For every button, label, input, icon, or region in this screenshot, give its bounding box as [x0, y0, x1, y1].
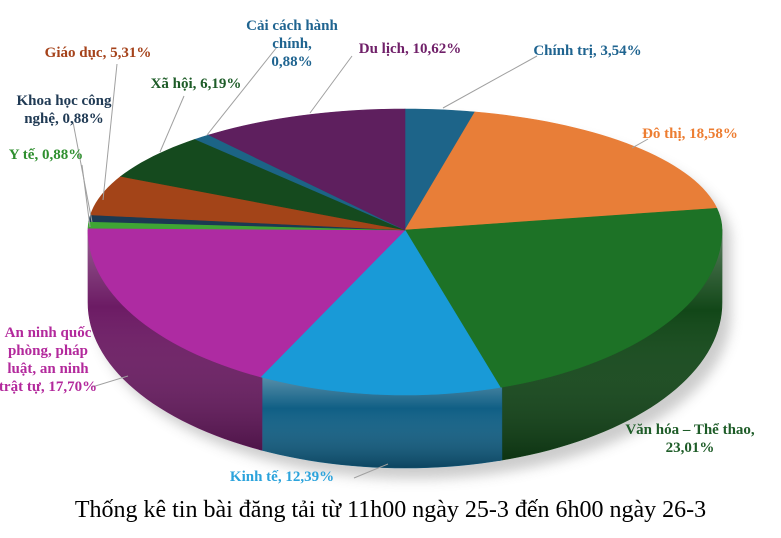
leader-line-an-ninh — [91, 375, 129, 388]
slice-label-do-thi: Đô thị, 18,58% — [642, 126, 738, 142]
leader-line-giao-duc — [102, 63, 118, 201]
slice-label-van-hoa: Văn hóa – Thể thao, 23,01% — [625, 422, 755, 456]
slice-label-khoa-hoc: Khoa học công nghệ, 0,88% — [16, 93, 112, 127]
pie-slice-chinh-tri[interactable] — [404, 108, 476, 232]
pie-wall-shade-an-ninh — [88, 229, 263, 451]
pie-slice-an-ninh[interactable] — [87, 227, 406, 378]
pie-wall-shade-kinh-te — [259, 376, 502, 468]
pie-slice-van-hoa[interactable] — [404, 207, 723, 388]
leader-line-chinh-tri — [442, 55, 538, 109]
leader-line-du-lich — [309, 55, 353, 114]
slice-label-giao-duc: Giáo dục, 5,31% — [44, 45, 152, 61]
pie-slice-du-lich[interactable] — [207, 108, 406, 231]
chart-title: Thống kê tin bài đăng tải từ 11h00 ngày … — [74, 497, 707, 523]
pie-wall-shade-van-hoa — [498, 229, 722, 461]
leader-line-khoa-hoc — [72, 121, 93, 223]
leader-line-cai-cach — [206, 46, 278, 136]
slice-label-cai-cach: Cải cách hành chính, 0,88% — [246, 18, 338, 70]
leader-line-xa-hoi — [159, 95, 185, 153]
slice-label-an-ninh: An ninh quốc phòng, pháp luật, an ninh t… — [0, 325, 98, 395]
leader-line-kinh-te — [353, 463, 389, 479]
slice-label-chinh-tri: Chính trị, 3,54% — [533, 43, 642, 59]
pie-slice-giao-duc[interactable] — [90, 176, 406, 231]
slice-label-xa-hoi: Xã hội, 6,19% — [150, 76, 242, 92]
leader-line-do-thi — [631, 138, 649, 149]
slice-label-kinh-te: Kinh tế, 12,39% — [229, 469, 335, 485]
slice-label-y-te: Y tế, 0,88% — [8, 147, 84, 163]
pie-slice-kinh-te[interactable] — [259, 229, 501, 396]
slice-label-du-lich: Du lịch, 10,62% — [358, 41, 462, 57]
pie-slice-do-thi[interactable] — [404, 111, 718, 231]
pie-slice-xa-hoi[interactable] — [120, 138, 406, 231]
